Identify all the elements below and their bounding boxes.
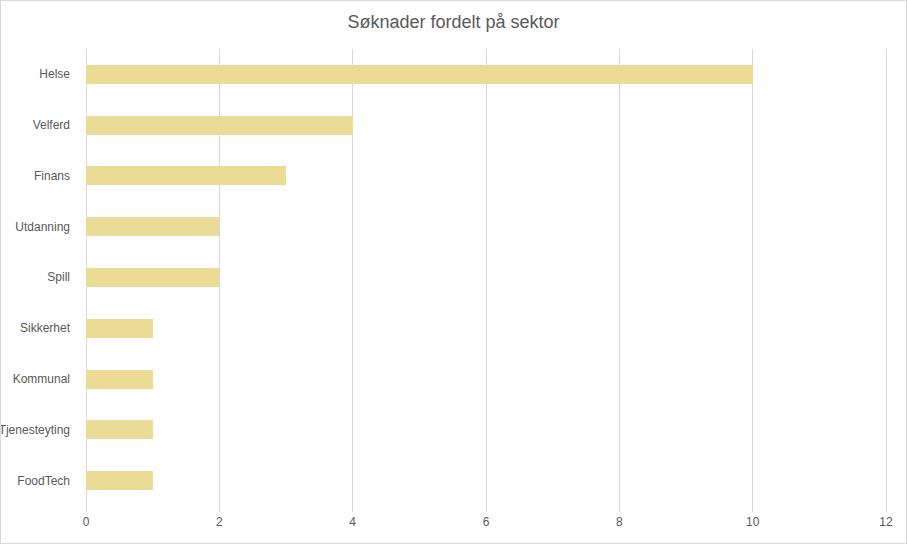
x-tick-label: 8 (616, 515, 623, 529)
bar (86, 420, 153, 439)
bar-row (86, 303, 886, 354)
x-tick-label: 2 (216, 515, 223, 529)
category-label: FoodTech (1, 455, 78, 506)
bar-row (86, 354, 886, 405)
bar (86, 65, 753, 84)
x-tick-label: 6 (483, 515, 490, 529)
x-tick-label: 4 (349, 515, 356, 529)
category-label: Tjenesteyting (1, 404, 78, 455)
x-tick-label: 12 (879, 515, 892, 529)
category-label: Velferd (1, 100, 78, 151)
x-tick-label: 10 (746, 515, 759, 529)
bar (86, 370, 153, 389)
bar-row (86, 151, 886, 202)
bar-row (86, 100, 886, 151)
category-axis-labels: HelseVelferdFinansUtdanningSpillSikkerhe… (1, 49, 78, 506)
category-label: Sikkerhet (1, 303, 78, 354)
category-label: Kommunal (1, 354, 78, 405)
bar-row (86, 252, 886, 303)
bar (86, 116, 353, 135)
bar (86, 166, 286, 185)
x-axis-tick-labels: 024681012 (86, 515, 886, 531)
category-label: Spill (1, 252, 78, 303)
bar-row (86, 404, 886, 455)
bar (86, 217, 219, 236)
chart-title: Søknader fordelt på sektor (1, 11, 906, 33)
bar-row (86, 49, 886, 100)
bar (86, 319, 153, 338)
bar-row (86, 201, 886, 252)
category-label: Utdanning (1, 201, 78, 252)
plot-area (86, 49, 886, 506)
x-tick-label: 0 (83, 515, 90, 529)
category-label: Helse (1, 49, 78, 100)
category-label: Finans (1, 151, 78, 202)
bar (86, 471, 153, 490)
bar-chart: Søknader fordelt på sektor HelseVelferdF… (0, 0, 907, 544)
bar-row (86, 455, 886, 506)
bar (86, 268, 219, 287)
